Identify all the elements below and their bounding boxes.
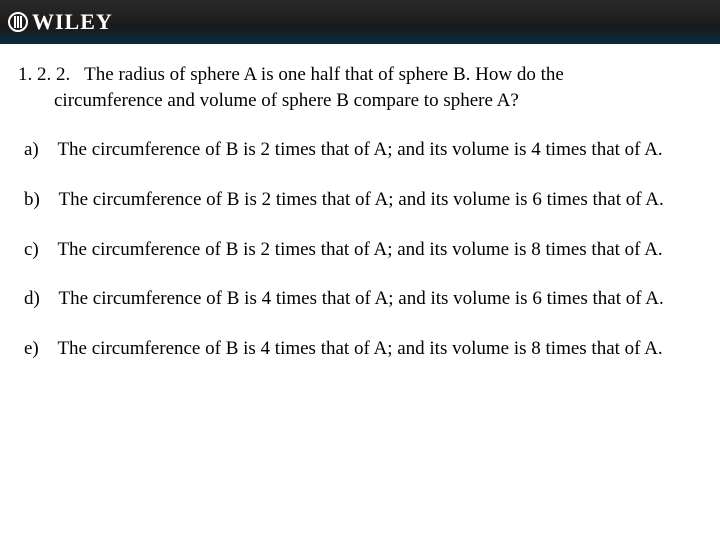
- question-line2: circumference and volume of sphere B com…: [18, 88, 702, 114]
- option-b: b) The circumference of B is 2 times tha…: [18, 187, 702, 213]
- question-block: 1. 2. 2. The radius of sphere A is one h…: [18, 62, 702, 113]
- question-line1: The radius of sphere A is one half that …: [84, 64, 564, 85]
- option-a: a) The circumference of B is 2 times tha…: [18, 137, 702, 163]
- option-c: c) The circumference of B is 2 times tha…: [18, 237, 702, 263]
- brand-name: WILEY: [32, 9, 113, 35]
- option-label: e): [24, 338, 39, 359]
- option-label: a): [24, 139, 39, 160]
- brand-logo: WILEY: [8, 9, 113, 35]
- option-text: The circumference of B is 4 times that o…: [57, 338, 662, 359]
- option-label: c): [24, 239, 39, 260]
- option-d: d) The circumference of B is 4 times tha…: [18, 286, 702, 312]
- header-bar: WILEY: [0, 0, 720, 44]
- question-number: 1. 2. 2.: [18, 64, 70, 85]
- option-text: The circumference of B is 4 times that o…: [59, 288, 664, 309]
- slide-content: 1. 2. 2. The radius of sphere A is one h…: [0, 44, 720, 361]
- option-text: The circumference of B is 2 times that o…: [59, 189, 664, 210]
- option-text: The circumference of B is 2 times that o…: [57, 139, 662, 160]
- option-label: d): [24, 288, 40, 309]
- option-e: e) The circumference of B is 4 times tha…: [18, 336, 702, 362]
- option-label: b): [24, 189, 40, 210]
- option-text: The circumference of B is 2 times that o…: [57, 239, 662, 260]
- wiley-logo-icon: [8, 12, 28, 32]
